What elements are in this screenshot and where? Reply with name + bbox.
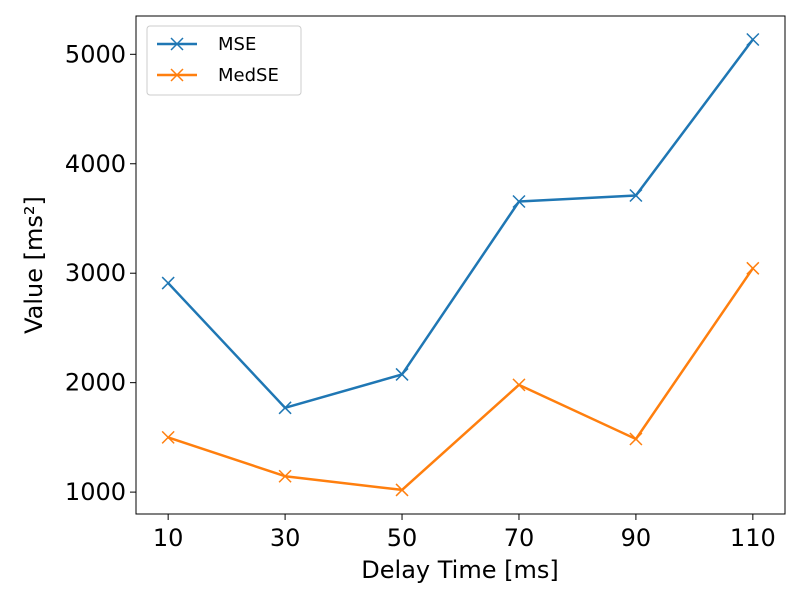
marker-stroke <box>395 367 409 381</box>
marker-stroke <box>170 37 184 51</box>
x-axis: 10 30 50 70 90 110 <box>153 514 776 552</box>
legend: MSE MedSE <box>146 25 302 96</box>
x-tick-label: 30 <box>270 524 301 552</box>
medse-line <box>167 267 754 492</box>
marker-stroke <box>746 33 760 47</box>
mse-point <box>746 33 760 47</box>
series-layer <box>161 33 760 497</box>
x-tick-label: 50 <box>387 524 418 552</box>
x-axis-title: Delay Time [ms] <box>361 556 558 584</box>
medse-point <box>395 483 409 497</box>
mse-point <box>278 401 292 415</box>
y-axis-title: Value [ms²] <box>20 196 48 334</box>
legend-item-mse: MSE <box>157 34 256 55</box>
series-mse <box>161 33 760 415</box>
y-axis: 1000 2000 3000 4000 5000 <box>65 40 136 506</box>
mse-point <box>395 367 409 381</box>
x-tick-label: 70 <box>504 524 535 552</box>
mse-line <box>167 38 754 410</box>
medse-point <box>629 432 643 446</box>
marker-stroke <box>278 401 292 415</box>
plot-frame <box>135 15 786 515</box>
y-tick-label: 2000 <box>65 369 126 397</box>
legend-label: MSE <box>218 34 256 55</box>
y-tick-label: 3000 <box>65 259 126 287</box>
marker-stroke <box>161 430 175 444</box>
marker-stroke <box>512 194 526 209</box>
marker-stroke <box>512 378 526 392</box>
y-tick-label: 5000 <box>65 40 126 68</box>
marker-stroke <box>746 261 760 275</box>
marker-stroke <box>278 469 292 483</box>
medse-point <box>746 261 760 275</box>
marker-stroke <box>170 68 184 82</box>
medse-point <box>278 469 292 483</box>
medse-point <box>512 378 526 392</box>
y-tick-label: 1000 <box>65 478 126 506</box>
legend-item-medse: MedSE <box>157 65 279 86</box>
mse-point <box>629 188 643 203</box>
marker-stroke <box>395 483 409 497</box>
y-tick-label: 4000 <box>65 150 126 178</box>
mse-point <box>512 194 526 209</box>
series-medse <box>161 261 760 497</box>
marker-stroke <box>629 188 643 203</box>
legend-label: MedSE <box>218 65 279 86</box>
legend-marker <box>170 68 184 82</box>
x-tick-label: 110 <box>730 524 776 552</box>
legend-marker <box>170 37 184 51</box>
x-tick-label: 90 <box>621 524 652 552</box>
marker-stroke <box>629 432 643 446</box>
x-tick-label: 10 <box>153 524 184 552</box>
marker-stroke <box>161 276 175 290</box>
mse-point <box>161 276 175 290</box>
medse-point <box>161 430 175 444</box>
